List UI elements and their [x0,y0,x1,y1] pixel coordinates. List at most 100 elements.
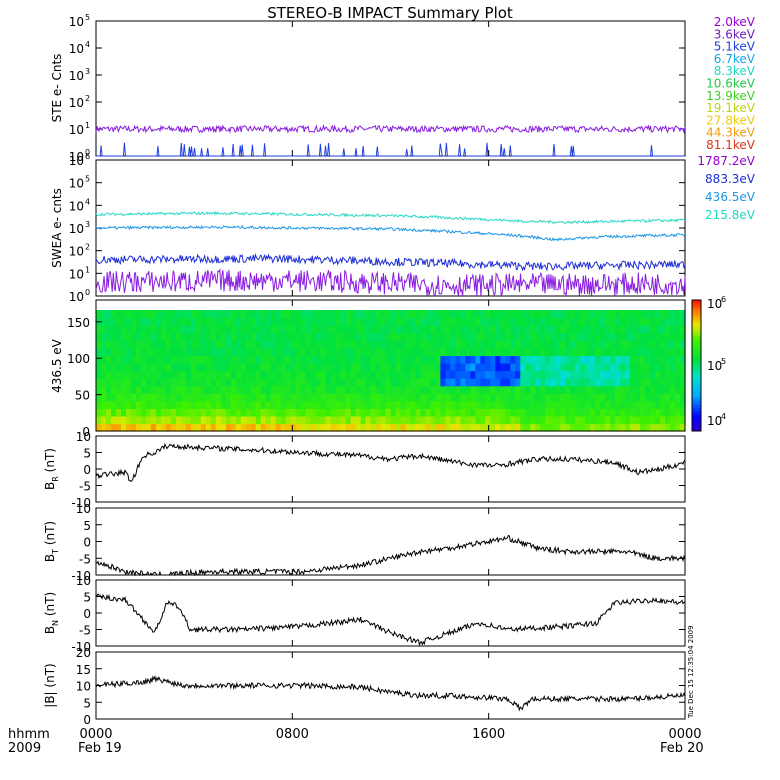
pad-heatmap-cell [635,325,641,334]
pad-heatmap-cell [420,378,426,387]
pad-heatmap-cell [265,332,272,341]
swea-series-line-2 [95,253,686,272]
pad-heatmap-cell [650,347,656,356]
pad-colorbar-exponent: 6 [721,295,726,304]
pad-heatmap-cell [180,317,187,326]
pad-heatmap-cell [200,393,207,402]
pad-heatmap-cell [630,362,636,372]
pad-heatmap-cell [230,385,237,394]
pad-heatmap-cell [410,393,417,402]
pad-colorbar-step [692,316,701,321]
pad-heatmap-cell [465,340,471,349]
pad-heatmap-cell [165,340,172,349]
pad-heatmap-cell [225,400,232,409]
pad-heatmap-cell [235,310,242,319]
pad-heatmap-cell [150,408,157,417]
pad-heatmap-cell [220,423,227,432]
pad-heatmap-cell [121,415,127,425]
pad-heatmap-cell [106,378,112,387]
pad-heatmap-cell [360,423,367,432]
pad-heatmap-cell [240,355,247,364]
pad-heatmap-cell [305,332,312,341]
pad-heatmap-cell [140,332,147,341]
panel-br-series [95,443,686,483]
pad-heatmap-cell [335,325,342,334]
pad-heatmap-cell [675,378,681,387]
pad-colorbar-step [692,309,701,314]
pad-heatmap-cell [515,370,521,379]
pad-heatmap-cell [140,393,147,402]
pad-heatmap-cell [230,415,237,425]
pad-heatmap-cell [390,362,397,372]
pad-heatmap-cell [385,332,392,341]
pad-heatmap-cell [225,393,232,402]
bt-ylabel-text: BT (nT) [43,521,60,562]
pad-heatmap-cell [265,347,272,356]
pad-heatmap-cell [440,362,446,372]
pad-heatmap-cell [96,378,102,387]
pad-heatmap-cell [290,378,297,387]
pad-heatmap-cell [275,310,282,319]
pad-heatmap-cell [265,415,272,425]
pad-heatmap-cell [180,362,187,372]
pad-heatmap-cell [455,408,461,417]
pad-heatmap-cell [480,362,486,372]
ste-legend-entry: 2.0keV [714,15,756,29]
pad-heatmap-cell [590,393,596,402]
pad-colorbar-step [692,427,701,432]
pad-heatmap-cell [101,332,107,341]
pad-heatmap-cell [485,355,491,364]
pad-heatmap-cell [505,378,511,387]
pad-heatmap-cell [315,362,322,372]
pad-heatmap-cell [170,310,177,319]
pad-heatmap-cell [485,393,491,402]
pad-heatmap-cell [395,325,402,334]
pad-heatmap-cell [640,408,646,417]
pad-heatmap-cell [515,340,521,349]
pad-heatmap-cell [480,423,486,432]
pad-heatmap-cell [365,370,372,379]
swea-ytick-exponent: 0 [85,288,90,297]
pad-heatmap-cell [480,355,486,364]
pad-heatmap-cell [370,415,377,425]
pad-heatmap-cell [265,317,272,326]
pad-heatmap-cell [500,423,506,432]
pad-heatmap-cell [415,393,422,402]
pad-heatmap-cell [160,393,167,402]
pad-heatmap-cell [560,370,566,379]
pad-heatmap-cell [106,310,112,319]
pad-heatmap-cell [550,400,556,409]
pad-heatmap-cell [580,393,586,402]
pad-heatmap-cell [111,317,117,326]
pad-heatmap-cell [430,400,436,409]
pad-heatmap-cell [270,370,277,379]
pad-heatmap-cell [515,400,521,409]
pad-heatmap-cell [645,310,651,319]
pad-heatmap-cell [540,423,546,432]
pad-heatmap-cell [116,317,122,326]
pad-heatmap-cell [310,347,317,356]
pad-heatmap-cell [185,378,192,387]
pad-heatmap-cell [106,415,112,425]
pad-heatmap-cell [195,393,202,402]
pad-heatmap-cell [415,325,422,334]
pad-heatmap-cell [335,378,342,387]
pad-heatmap-cell [390,378,397,387]
pad-heatmap-cell [200,385,207,394]
pad-heatmap-cell [305,400,312,409]
pad-heatmap-cell [180,347,187,356]
pad-heatmap-cell [310,385,317,394]
pad-heatmap-cell [640,355,646,364]
pad-heatmap-cell [280,370,287,379]
pad-heatmap-cell [220,317,227,326]
pad-heatmap-cell [385,423,392,432]
pad-heatmap-cell [410,332,417,341]
pad-heatmap-cell [665,325,671,334]
pad-heatmap-cell [555,370,561,379]
pad-heatmap-cell [540,355,546,364]
bmag-ylabel-symbol: |B| [43,691,57,707]
pad-heatmap-cell [315,310,322,319]
pad-heatmap-cell [500,400,506,409]
pad-heatmap-cell [675,310,681,319]
